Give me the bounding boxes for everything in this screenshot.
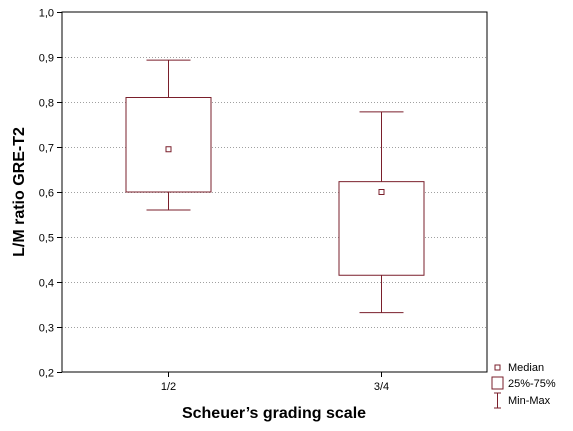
iqr-box <box>338 181 425 276</box>
iqr-box <box>125 97 212 193</box>
legend-box-marker <box>491 376 504 390</box>
legend-box-label: 25%-75% <box>508 378 556 390</box>
median-marker <box>378 189 385 195</box>
y-tick-label: 0,9 <box>39 53 54 65</box>
legend-median-marker <box>494 364 501 371</box>
legend-whisker-label: Min-Max <box>508 395 551 407</box>
legend: Median 25%-75% Min-Max <box>491 362 556 409</box>
box-group-2 <box>338 111 425 314</box>
y-tick-label: 0,3 <box>39 323 54 335</box>
x-tick-label: 1/2 <box>161 381 176 393</box>
x-axis-ticks: 1/2 3/4 <box>161 372 389 393</box>
y-tick-label: 0,6 <box>39 188 54 200</box>
y-tick-label: 1,0 <box>39 8 54 20</box>
legend-median-label: Median <box>508 362 544 374</box>
y-tick-label: 0,4 <box>39 278 54 290</box>
median-marker <box>165 146 172 153</box>
box-group-1 <box>125 59 212 211</box>
x-tick-label: 3/4 <box>374 381 389 393</box>
legend-whisker-marker <box>494 392 501 409</box>
y-tick-label: 0,7 <box>39 143 54 155</box>
boxes <box>125 59 425 314</box>
x-axis-title: Scheuer’s grading scale <box>182 405 366 422</box>
y-tick-label: 0,8 <box>39 98 54 110</box>
y-tick-label: 0,2 <box>39 368 54 380</box>
y-axis-title: L/M ratio GRE-T2 <box>11 127 28 257</box>
y-axis-ticks: 0,2 0,3 0,4 0,5 0,6 0,7 0,8 0,9 1,0 <box>39 8 62 380</box>
y-tick-label: 0,5 <box>39 233 54 245</box>
